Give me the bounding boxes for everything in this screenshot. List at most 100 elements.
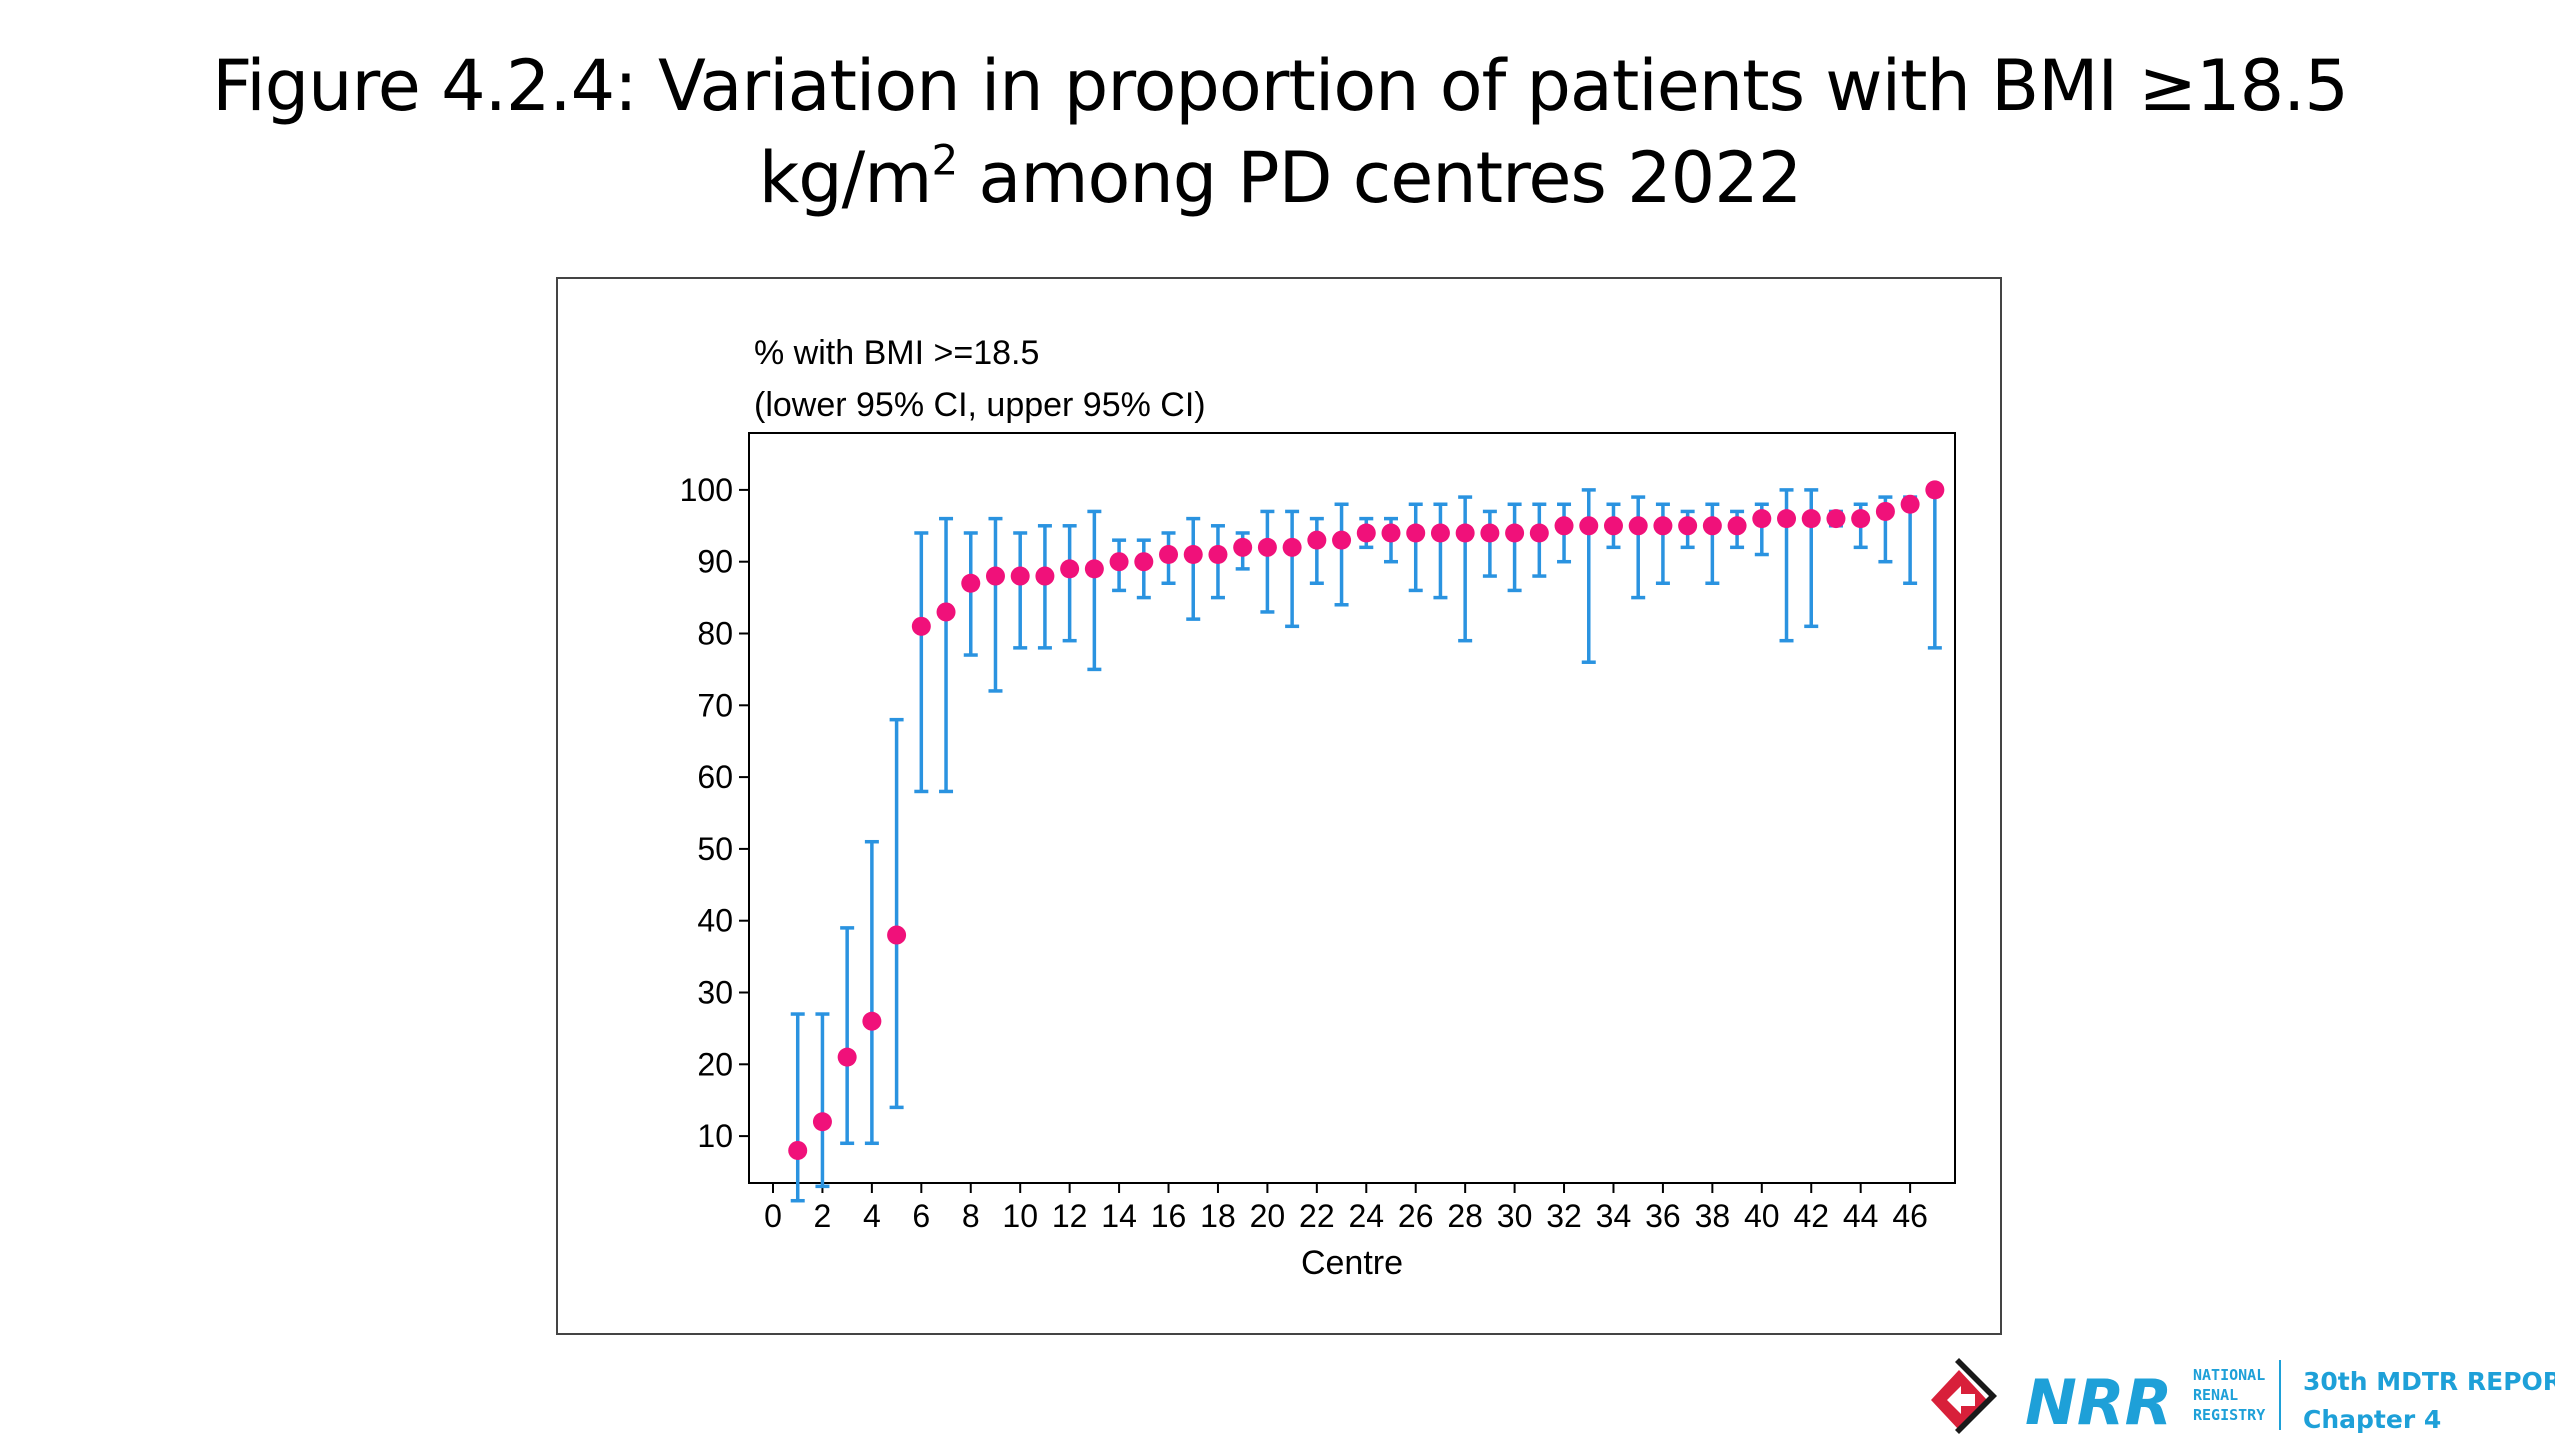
- x-tick-label: 42: [1793, 1198, 1829, 1234]
- error-bar: [864, 839, 879, 1146]
- error-bar: [1260, 509, 1275, 614]
- data-point: [1851, 509, 1871, 529]
- data-point: [1233, 537, 1253, 557]
- data-point: [1653, 516, 1673, 536]
- y-tick-label: 100: [680, 472, 733, 508]
- x-tick-label: 22: [1299, 1198, 1335, 1234]
- report-chapter: Chapter 4: [2303, 1405, 2441, 1434]
- error-bars: [790, 488, 1942, 1203]
- x-tick-label: 24: [1348, 1198, 1384, 1234]
- report-title: 30th MDTR REPORT 2022: [2303, 1367, 2555, 1396]
- data-point: [1356, 523, 1376, 543]
- data-point: [1035, 566, 1055, 586]
- error-bar: [1285, 509, 1300, 629]
- data-point: [887, 925, 907, 945]
- data-point: [837, 1047, 857, 1067]
- data-point: [1134, 552, 1154, 572]
- x-tick-label: 32: [1546, 1198, 1582, 1234]
- data-point: [1282, 537, 1302, 557]
- nrr-logo-text: NRR: [2025, 1366, 2172, 1435]
- error-bar: [889, 717, 904, 1110]
- x-axis: 0 2 4 6 8 10 12 14 16 18 20 22 24 26 28 30 32 34 36 38 40 42 4…: [764, 1183, 1928, 1234]
- error-bar: [815, 1012, 830, 1189]
- data-point: [1628, 516, 1648, 536]
- data-point: [961, 573, 981, 593]
- data-point: [788, 1140, 808, 1160]
- x-tick-label: 4: [863, 1198, 881, 1234]
- y-axis-label-line-1: % with BMI >=18.5: [754, 334, 1039, 372]
- data-point: [1826, 509, 1846, 529]
- data-point: [1406, 523, 1426, 543]
- x-tick-label: 16: [1151, 1198, 1187, 1234]
- error-bar: [840, 926, 855, 1146]
- data-point: [1603, 516, 1623, 536]
- data-point: [1010, 566, 1030, 586]
- data-point: [1257, 537, 1277, 557]
- x-tick-label: 12: [1052, 1198, 1088, 1234]
- data-point: [1925, 480, 1945, 500]
- error-bar: [790, 1012, 805, 1203]
- data-point: [1752, 509, 1772, 529]
- x-tick-label: 34: [1596, 1198, 1632, 1234]
- y-tick-label: 20: [697, 1046, 733, 1082]
- data-point: [911, 616, 931, 636]
- data-point: [1183, 545, 1203, 565]
- error-bar: [1087, 509, 1102, 672]
- data-point: [1529, 523, 1549, 543]
- x-tick-label: 26: [1398, 1198, 1434, 1234]
- error-bar: [1408, 502, 1423, 593]
- error-bar: [1482, 509, 1497, 578]
- data-point: [1579, 516, 1599, 536]
- title-line-1: Figure 4.2.4: Variation in proportion of…: [212, 45, 2349, 127]
- title-line-2: kg/m2 among PD centres 2022: [0, 132, 2560, 224]
- y-tick-label: 90: [697, 544, 733, 580]
- y-tick-label: 40: [697, 903, 733, 939]
- data-point: [1109, 552, 1129, 572]
- bmi-chart: % with BMI >=18.5 (lower 95% CI, upper 9…: [680, 334, 1956, 1282]
- org-line-2: RENAL: [2193, 1386, 2238, 1404]
- data-points: [788, 480, 1945, 1160]
- x-tick-label: 36: [1645, 1198, 1681, 1234]
- y-axis-label-line-2: (lower 95% CI, upper 95% CI): [754, 386, 1206, 424]
- data-point: [812, 1112, 832, 1132]
- y-tick-label: 50: [697, 831, 733, 867]
- data-point: [1702, 516, 1722, 536]
- x-tick-label: 38: [1695, 1198, 1731, 1234]
- error-bar: [939, 516, 954, 794]
- y-tick-label: 70: [697, 687, 733, 723]
- x-tick-label: 30: [1497, 1198, 1533, 1234]
- error-bar: [1458, 495, 1473, 643]
- title-unit-exponent: 2: [931, 135, 958, 185]
- x-tick-label: 40: [1744, 1198, 1780, 1234]
- error-bar: [914, 531, 929, 794]
- data-point: [1208, 545, 1228, 565]
- y-axis: 10 20 30 40 50 60 70 80 90 100: [680, 472, 749, 1154]
- data-point: [1332, 530, 1352, 550]
- org-line-3: REGISTRY: [2193, 1406, 2265, 1424]
- org-line-1: NATIONAL: [2193, 1366, 2265, 1384]
- error-bar: [1581, 488, 1596, 664]
- data-point: [985, 566, 1005, 586]
- x-tick-label: 44: [1843, 1198, 1879, 1234]
- plot-area: [748, 432, 1956, 1184]
- chart-frame: % with BMI >=18.5 (lower 95% CI, upper 9…: [556, 277, 2002, 1335]
- slide-title: Figure 4.2.4: Variation in proportion of…: [0, 40, 2560, 224]
- data-point: [1801, 509, 1821, 529]
- x-axis-label: Centre: [1301, 1244, 1403, 1282]
- data-point: [1505, 523, 1525, 543]
- x-tick-label: 8: [962, 1198, 980, 1234]
- error-bar: [1309, 516, 1324, 585]
- x-tick-label: 46: [1892, 1198, 1928, 1234]
- data-point: [1060, 559, 1080, 579]
- error-bar: [1927, 488, 1942, 650]
- x-tick-label: 28: [1447, 1198, 1483, 1234]
- data-point: [936, 602, 956, 622]
- data-point: [1455, 523, 1475, 543]
- error-bar: [1334, 502, 1349, 607]
- x-tick-label: 18: [1200, 1198, 1236, 1234]
- footer: NRR NATIONAL RENAL REGISTRY 30th MDTR RE…: [1925, 1350, 2555, 1435]
- y-tick-label: 60: [697, 759, 733, 795]
- error-bar: [1062, 524, 1077, 643]
- y-tick-label: 80: [697, 616, 733, 652]
- kidney-logo-icon: [1931, 1358, 1997, 1434]
